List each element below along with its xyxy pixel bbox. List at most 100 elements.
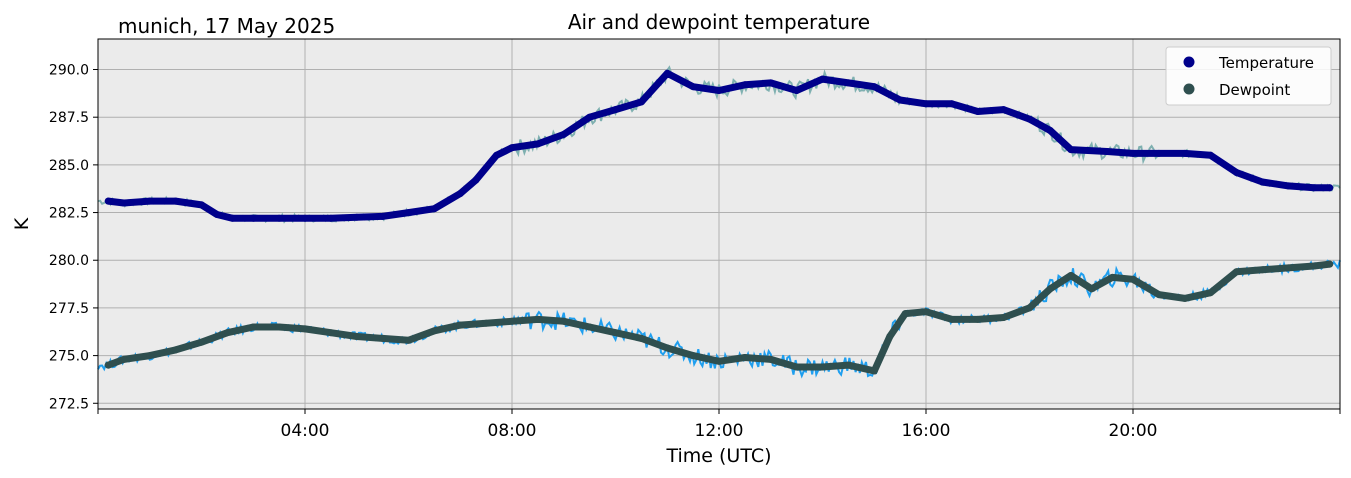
temperature-point [767, 79, 775, 87]
legend-label-dewpoint: Dewpoint [1219, 81, 1290, 99]
temperature-point [534, 140, 542, 148]
temperature-point [430, 205, 438, 213]
dewpoint-point [1326, 260, 1334, 268]
legend-label-temperature: Temperature [1218, 54, 1314, 72]
smoothed-series-lines [104, 69, 1334, 375]
legend-marker-temperature [1183, 56, 1195, 68]
dewpoint-point [379, 334, 387, 342]
temperature-point [715, 87, 723, 94]
temperature-point [229, 214, 237, 222]
temperature-point [612, 106, 619, 114]
temperature-point [896, 96, 904, 104]
x-tick-label: 12:00 [695, 421, 744, 441]
dewpoint-point [612, 329, 619, 337]
temperature-point [637, 98, 645, 106]
temperature-point [379, 212, 387, 220]
dewpoint-point [1233, 268, 1240, 276]
dewpoint-point [663, 344, 671, 352]
temperature-point [213, 211, 221, 218]
dewpoint-point [430, 327, 438, 335]
dewpoint-point [922, 308, 930, 316]
dewpoint-point [844, 361, 852, 369]
dewpoint-point [1207, 289, 1215, 297]
temperature-point [1129, 149, 1137, 157]
temperature-point [405, 209, 412, 217]
dewpoint-point [1067, 272, 1075, 279]
y-tick-label: 287.5 [49, 110, 89, 126]
temperature-point [275, 214, 283, 222]
dewpoint-point [198, 338, 205, 346]
temperature-point [1026, 115, 1033, 123]
temperature-point [663, 69, 671, 77]
dewpoint-point [249, 323, 257, 331]
y-tick-label: 290.0 [49, 63, 89, 79]
dewpoint-point [146, 352, 154, 360]
temperature-point [1310, 184, 1318, 192]
y-tick-label: 282.5 [49, 206, 89, 222]
temperature-point [1258, 178, 1266, 186]
dewpoint-point [327, 329, 335, 337]
temperature-point [819, 75, 826, 83]
temperature-point [560, 130, 568, 138]
dewpoint-point [1155, 291, 1163, 299]
dewpoint-point [1129, 275, 1137, 283]
dewpoint-point [637, 334, 645, 342]
x-tick-label: 16:00 [902, 421, 951, 441]
temperature-point [472, 176, 480, 184]
dewpoint-point [948, 315, 956, 323]
legend: Temperature Dewpoint [1165, 46, 1332, 106]
temperature-point [198, 201, 205, 209]
temperature-point [1326, 184, 1334, 192]
y-tick-label: 277.5 [49, 301, 89, 317]
temperature-point [508, 144, 516, 152]
dewpoint-point [1181, 294, 1189, 302]
x-tick-label: 04:00 [281, 421, 330, 441]
dewpoint-point [1088, 285, 1096, 293]
dewpoint-point [901, 310, 909, 318]
temperature-point [104, 197, 112, 205]
dewpoint-point [456, 321, 464, 329]
legend-box [1165, 46, 1332, 106]
dewpoint-point [974, 315, 982, 323]
dewpoint-point [767, 355, 775, 363]
temperature-point [353, 213, 361, 221]
dewpoint-point [689, 352, 697, 360]
temperature-point [741, 81, 749, 89]
dewpoint-point [353, 333, 361, 340]
temperature-point [922, 100, 930, 108]
dewpoint-point [1258, 266, 1266, 274]
dewpoint-point [301, 325, 309, 333]
temperature-point [120, 199, 128, 207]
temperature-point [172, 197, 180, 205]
axis-ticks: 04:00 08:00 12:00 16:00 20:00 272.5 275.0 277.5… [49, 63, 1341, 441]
legend-marker-dewpoint [1183, 83, 1195, 95]
dewpoint-point [819, 363, 826, 371]
temperature-point [456, 190, 464, 197]
dewpoint-point [1026, 304, 1033, 312]
dewpoint-point [120, 355, 128, 363]
dewpoint-point [482, 319, 490, 327]
temperature-point [1233, 169, 1240, 176]
dewpoint-point [405, 336, 412, 344]
x-tick-label: 08:00 [488, 421, 537, 441]
temperature-point [948, 100, 956, 108]
temperature-point [301, 214, 309, 222]
dewpoint-point [870, 367, 878, 375]
temperature-point [974, 108, 982, 115]
dewpoint-point [1046, 285, 1054, 293]
dewpoint-point [223, 329, 231, 337]
dewpoint-point [741, 354, 749, 361]
dewpoint-point [886, 333, 894, 340]
x-axis-label: Time (UTC) [665, 445, 771, 467]
temperature-point [689, 83, 697, 91]
temperature-point [1067, 146, 1075, 154]
dewpoint-point [534, 315, 542, 323]
temperature-point [1103, 148, 1111, 155]
chart-title: Air and dewpoint temperature [568, 10, 870, 34]
subtitle: munich, 17 May 2025 [118, 14, 335, 38]
temperature-point [146, 197, 154, 205]
dewpoint-point [1108, 273, 1116, 281]
dewpoint-point [560, 317, 568, 325]
temperature-point [1181, 149, 1189, 157]
